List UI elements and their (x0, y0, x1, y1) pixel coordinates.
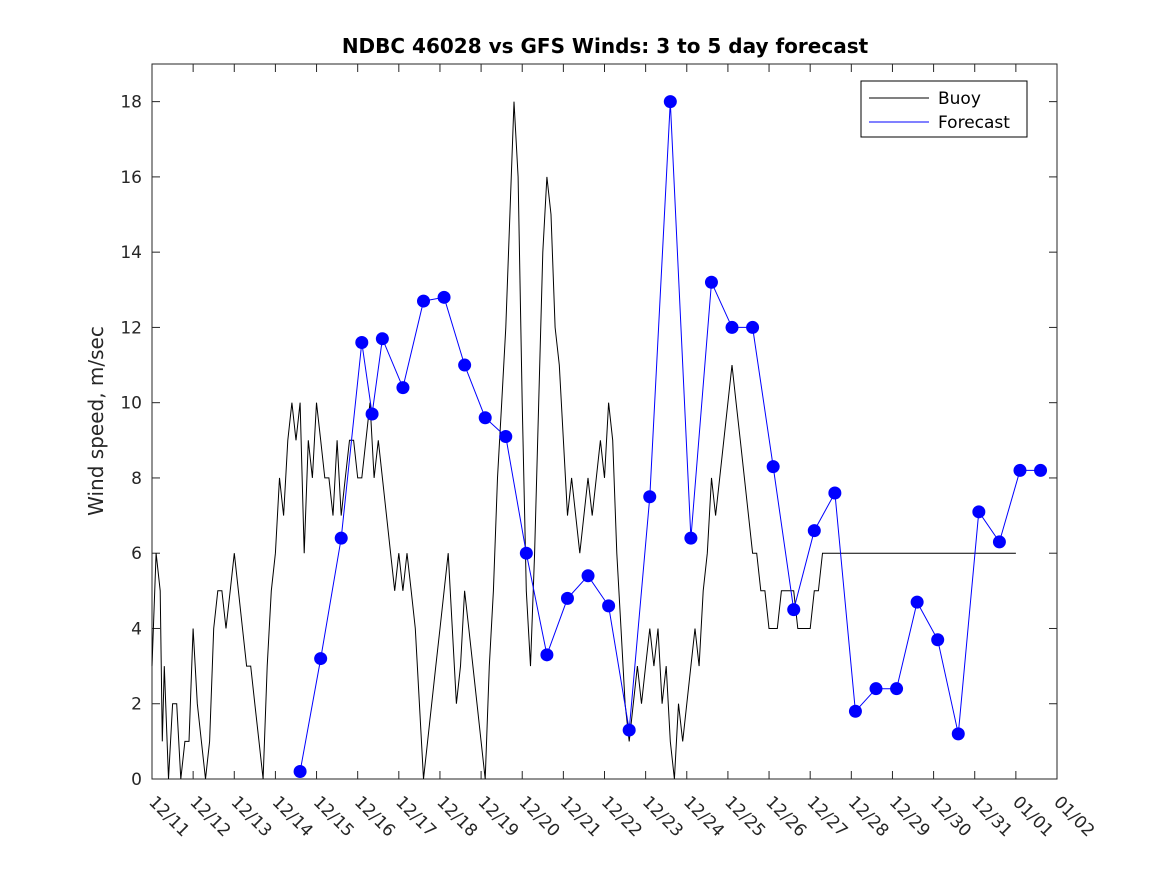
x-tick-label: 12/22 (597, 792, 646, 841)
forecast-point (1034, 463, 1048, 477)
y-tick-label: 12 (120, 318, 142, 338)
x-tick-label: 12/16 (350, 792, 399, 841)
legend: Buoy Forecast (860, 80, 1028, 138)
forecast-point (972, 505, 986, 519)
y-tick-label: 0 (131, 770, 142, 790)
forecast-point (931, 633, 945, 647)
y-tick-label: 10 (120, 394, 142, 414)
x-tick-label: 12/25 (720, 792, 769, 841)
y-tick-label: 4 (131, 619, 142, 639)
forecast-point (807, 524, 821, 538)
forecast-point (540, 648, 554, 662)
forecast-point (766, 460, 780, 474)
x-tick-label: 12/14 (268, 792, 317, 841)
forecast-point (787, 603, 801, 617)
y-tick-label: 14 (120, 243, 142, 263)
forecast-point (622, 723, 636, 737)
forecast-point (437, 290, 451, 304)
forecast-point (560, 591, 574, 605)
x-tick-label: 12/27 (803, 792, 852, 841)
forecast-point (519, 546, 533, 560)
forecast-point (1013, 463, 1027, 477)
forecast-point (314, 652, 328, 666)
x-tick-label: 12/29 (885, 792, 934, 841)
forecast-point (663, 95, 677, 109)
forecast-point (375, 332, 389, 346)
x-tick-label: 12/17 (391, 792, 440, 841)
y-tick-label: 18 (120, 93, 142, 113)
x-tick-label: 12/12 (186, 792, 235, 841)
y-tick-label: 8 (131, 469, 142, 489)
x-tick-label: 12/26 (762, 792, 811, 841)
legend-box (860, 80, 1028, 138)
forecast-point (704, 275, 718, 289)
x-tick-label: 01/01 (1008, 792, 1057, 841)
forecast-point (725, 320, 739, 334)
forecast-point (910, 595, 924, 609)
forecast-point (643, 490, 657, 504)
x-tick-label: 12/11 (144, 792, 193, 841)
forecast-point (869, 682, 883, 696)
x-tick-label: 12/30 (926, 792, 975, 841)
forecast-point (828, 486, 842, 500)
legend-forecast-label: Forecast (938, 113, 1010, 133)
legend-buoy-label: Buoy (938, 89, 981, 109)
forecast-series-line (299, 101, 1041, 772)
forecast-point (848, 704, 862, 718)
x-tick-label: 12/20 (515, 792, 564, 841)
forecast-point (365, 407, 379, 421)
y-tick-label: 6 (131, 544, 142, 564)
x-tick-label: 12/31 (967, 792, 1016, 841)
forecast-point (396, 381, 410, 395)
forecast-point (478, 411, 492, 425)
forecast-point (581, 569, 595, 583)
chart-title: NDBC 46028 vs GFS Winds: 3 to 5 day fore… (342, 34, 869, 58)
x-tick-label: 01/02 (1049, 792, 1098, 841)
forecast-point (746, 320, 760, 334)
forecast-point (951, 727, 965, 741)
plot-area (151, 63, 1058, 780)
forecast-point (992, 535, 1006, 549)
y-tick-label: 2 (131, 695, 142, 715)
forecast-point (334, 531, 348, 545)
forecast-point (684, 531, 698, 545)
forecast-point (602, 599, 616, 613)
x-tick-label: 12/15 (309, 792, 358, 841)
x-tick-label: 12/28 (844, 792, 893, 841)
forecast-point (890, 682, 904, 696)
forecast-point (355, 335, 369, 349)
x-tick-label: 12/21 (556, 792, 605, 841)
x-tick-label: 12/24 (679, 792, 728, 841)
x-tick-label: 12/19 (474, 792, 523, 841)
x-tick-label: 12/18 (432, 792, 481, 841)
forecast-point (458, 358, 472, 372)
buoy-series-line (151, 101, 1016, 780)
x-tick-label: 12/13 (227, 792, 276, 841)
forecast-point (499, 430, 513, 444)
forecast-point (293, 764, 307, 778)
x-tick-label: 12/23 (638, 792, 687, 841)
y-axis-label: Wind speed, m/sec (84, 326, 108, 516)
y-tick-label: 16 (120, 168, 142, 188)
forecast-point (417, 294, 430, 308)
